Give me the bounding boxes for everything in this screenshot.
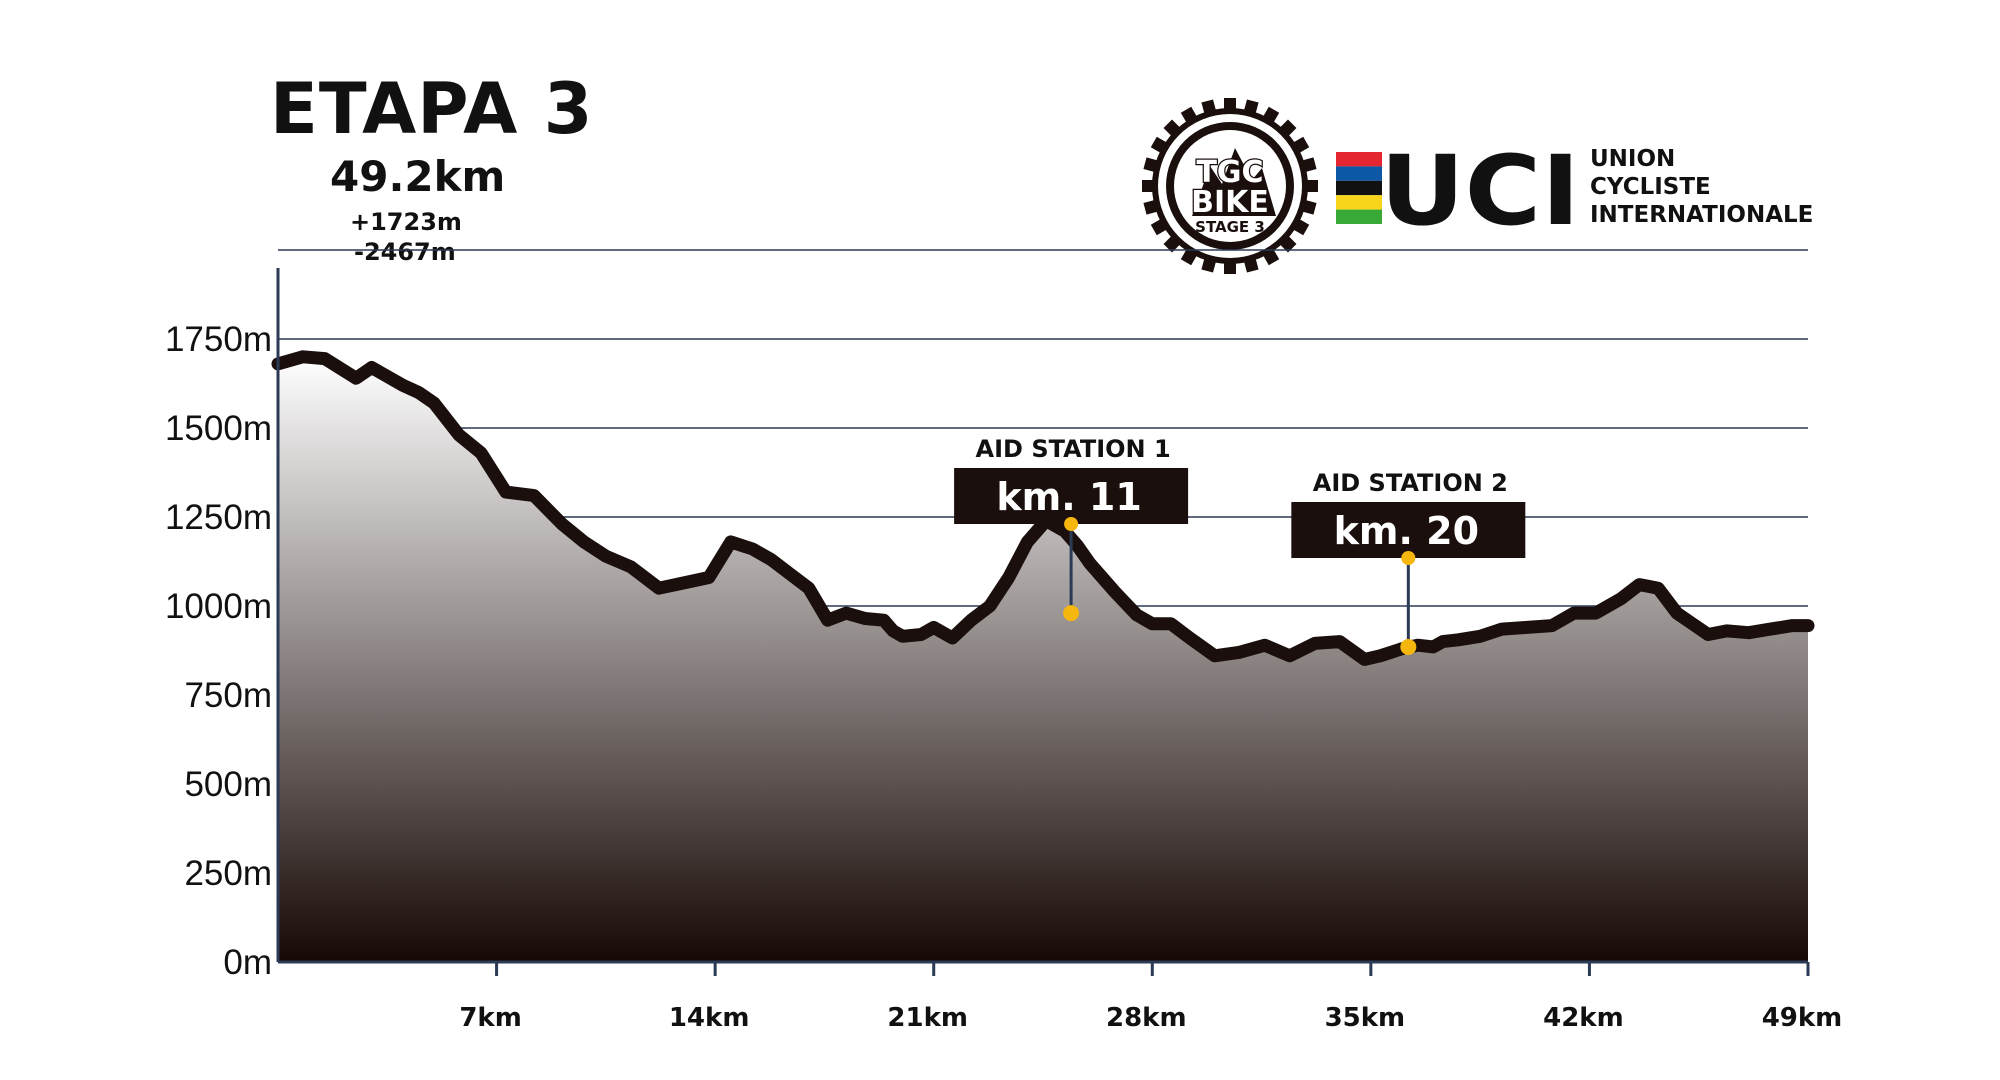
x-tick-label: 42km (1543, 1003, 1624, 1033)
elevation-line (271, 350, 1815, 666)
callout-box (1291, 502, 1526, 558)
y-tick-label: 1250m (165, 498, 272, 537)
stage-title: ETAPA 3 (270, 68, 594, 150)
tgc-line2: BIKE (1191, 185, 1269, 220)
aid-station-marker (1063, 605, 1080, 622)
aid-station-callout: AID STATION 2 km. 20 (1291, 469, 1526, 655)
elevation-gain: +1723m (350, 208, 462, 236)
uci-logo: UCI (1336, 148, 1580, 228)
uci-mark: UCI (1380, 148, 1580, 228)
tgc-bike-logo: TGC BIKE STAGE 3 (1142, 98, 1318, 274)
y-tick-label: 250m (184, 854, 272, 893)
elevation-loss: -2467m (354, 238, 456, 266)
x-tick-label: 49km (1762, 1003, 1843, 1033)
callout-top-dot (1064, 517, 1079, 531)
uci-full-name: UNION CYCLISTE INTERNATIONALE (1590, 145, 1813, 229)
y-tick-label: 1500m (165, 409, 272, 448)
aid-station-km: km. 11 (996, 475, 1141, 519)
aid-station-title: AID STATION 2 (1313, 469, 1508, 497)
y-tick-label: 1750m (165, 320, 272, 359)
uci-text-line: INTERNATIONALE (1590, 202, 1814, 228)
aid-station-callout: AID STATION 1 km. 11 (954, 435, 1189, 622)
mountain-icon (1192, 148, 1276, 216)
y-tick-label: 750m (184, 676, 272, 715)
stage-distance: 49.2km (330, 152, 506, 201)
callout-box (954, 468, 1189, 524)
x-tick-label: 14km (669, 1003, 750, 1033)
aid-station-km: km. 20 (1334, 509, 1479, 553)
elevation-area (278, 356, 1808, 962)
aid-station-marker (1400, 638, 1417, 655)
rainbow-bands-icon (1336, 152, 1382, 224)
x-tick-label: 7km (459, 1003, 521, 1033)
tgc-line3: STAGE 3 (1195, 218, 1265, 236)
x-tick-label: 35km (1325, 1003, 1406, 1033)
aid-station-title: AID STATION 1 (976, 435, 1171, 463)
x-tick-label: 21km (887, 1003, 968, 1033)
y-tick-label: 500m (184, 765, 272, 804)
y-tick-label: 1000m (165, 587, 272, 626)
tgc-line1: TGC (1196, 155, 1263, 190)
y-tick-label: 0m (223, 943, 272, 982)
x-tick-label: 28km (1106, 1003, 1187, 1033)
uci-text-line: UNION (1590, 146, 1676, 172)
callout-top-dot (1401, 551, 1416, 565)
uci-text-line: CYCLISTE (1590, 174, 1711, 200)
